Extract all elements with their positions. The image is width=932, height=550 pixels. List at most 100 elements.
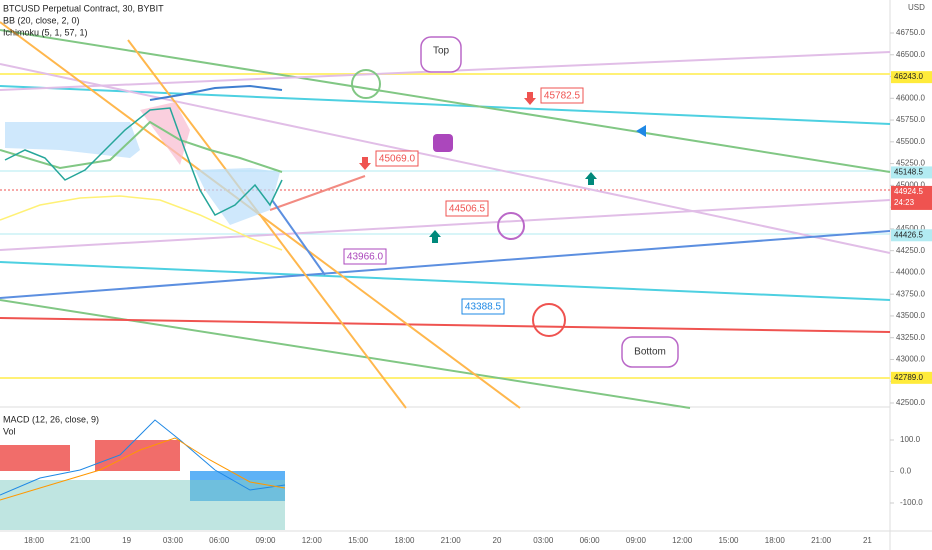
ichimoku-line	[149, 84, 283, 101]
volume-block	[0, 480, 285, 530]
macd-line	[0, 419, 286, 496]
time-label: 21:00	[811, 536, 832, 545]
time-label: 18:00	[24, 536, 45, 545]
time-label: 12:00	[302, 536, 323, 545]
trend-line	[0, 261, 891, 301]
trend-line	[0, 63, 891, 254]
price-tick-label: 44000.0	[896, 268, 925, 277]
price-tick-label: 43500.0	[896, 311, 925, 320]
time-label: 03:00	[163, 536, 184, 545]
time-label: 15:00	[348, 536, 369, 545]
arrow	[269, 175, 366, 211]
arrow	[271, 199, 326, 276]
hist-block	[0, 445, 70, 471]
time-label: 21:00	[441, 536, 462, 545]
target-box	[540, 87, 584, 104]
target-box	[343, 248, 387, 265]
target-label: 43966.0	[347, 252, 384, 263]
time-label: 06:00	[209, 536, 230, 545]
price-tick-label: 45750.0	[896, 115, 925, 124]
channel-line	[127, 39, 407, 409]
time-label: 15:00	[718, 536, 739, 545]
cat-icon	[433, 134, 453, 152]
down-arrow	[359, 157, 371, 170]
price-level-box	[891, 71, 932, 84]
callout-box	[420, 36, 462, 73]
price-level-box	[891, 371, 932, 384]
price-tick-label: 43750.0	[896, 289, 925, 298]
target-box	[445, 200, 489, 217]
indicator-label: BB (20, close, 2, 0)	[3, 15, 80, 25]
time-label: 21	[863, 536, 872, 545]
vol-title: Vol	[3, 426, 16, 436]
price-level-box	[891, 229, 932, 242]
cloud	[140, 102, 190, 165]
cloud	[195, 168, 280, 225]
macd-histogram	[0, 440, 285, 530]
target-label: 43388.5	[465, 302, 502, 313]
trend-line	[0, 230, 891, 299]
callout-box	[621, 336, 679, 368]
price-level-label: 42789.0	[894, 373, 923, 382]
target-label: 45069.0	[379, 154, 416, 165]
price-level-label: 44924.5	[894, 187, 923, 196]
target-box	[461, 298, 505, 315]
price-level-box	[891, 166, 932, 179]
macd-tick-label: 0.0	[900, 467, 912, 476]
time-label: 18:00	[394, 536, 415, 545]
trend-line	[0, 29, 891, 173]
time-label: 09:00	[626, 536, 647, 545]
macd-title: MACD (12, 26, close, 9)	[3, 414, 99, 424]
time-label: 09:00	[255, 536, 276, 545]
trend-line	[0, 85, 891, 125]
down-arrow	[524, 92, 536, 105]
trend-line	[0, 199, 891, 251]
price-tick-label: 46750.0	[896, 28, 925, 37]
countdown-label: 24:23	[894, 198, 915, 207]
indicator-label: Ichimoku (5, 1, 57, 1)	[3, 27, 88, 37]
price-tick-label: 45250.0	[896, 159, 925, 168]
time-label: 06:00	[580, 536, 601, 545]
neutral-icon	[497, 212, 525, 240]
price-tick-label: 42500.0	[896, 398, 925, 407]
trend-line	[0, 317, 891, 333]
signal-line	[0, 437, 286, 501]
macd-tick-label: 100.0	[900, 435, 921, 444]
price-tick-label: 45500.0	[896, 137, 925, 146]
callout-text: Top	[433, 46, 450, 57]
price-level-box	[891, 185, 932, 210]
up-arrow	[429, 230, 441, 243]
time-label: 21:00	[70, 536, 91, 545]
smile-icon	[351, 69, 381, 99]
time-label: 12:00	[672, 536, 693, 545]
time-label: 18:00	[765, 536, 786, 545]
drawings	[0, 21, 891, 409]
callout-text: Bottom	[634, 347, 666, 358]
currency-label: USD	[908, 3, 925, 12]
macd-tick-label: -100.0	[900, 498, 923, 507]
time-label: 03:00	[533, 536, 554, 545]
target-box	[375, 150, 419, 167]
price-tick-label: 43250.0	[896, 333, 925, 342]
price-level-label: 45148.5	[894, 168, 923, 177]
price-level-label: 44426.5	[894, 230, 923, 239]
bb-lower	[0, 195, 283, 251]
trend-line	[0, 299, 691, 409]
target-label: 45782.5	[544, 91, 581, 102]
target-label: 44506.5	[449, 204, 486, 215]
cloud	[5, 122, 140, 158]
price-tick-label: 46000.0	[896, 93, 925, 102]
bb-basis	[0, 120, 283, 173]
price-tick-label: 43000.0	[896, 355, 925, 364]
time-label: 19	[122, 536, 131, 545]
time-label: 20	[493, 536, 502, 545]
price-tick-label: 44250.0	[896, 246, 925, 255]
price-level-label: 46243.0	[894, 72, 923, 81]
symbol-title: BTCUSD Perpetual Contract, 30, BYBIT	[3, 3, 164, 13]
left-arrow	[636, 125, 646, 137]
price-tick-label: 44500.0	[896, 224, 925, 233]
sad-icon	[532, 303, 566, 337]
price-tick-label: 45000.0	[896, 180, 925, 189]
price-path	[4, 107, 283, 216]
